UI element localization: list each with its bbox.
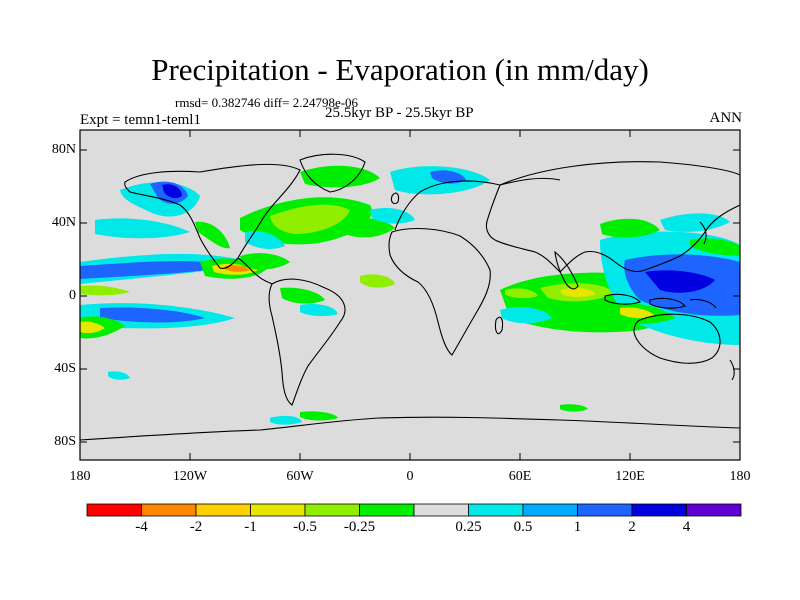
contour-darkblue-west-pacific [645,270,715,293]
lon-label-120w: 120W [172,469,208,484]
coast-new-zealand [729,359,735,381]
colorbar-label: -4 [135,519,148,535]
colorbar-box [686,503,742,517]
colorbar-box [522,503,578,517]
contour-cyan-southern-2 [270,415,302,425]
lon-label-60w: 60W [286,469,314,484]
contour-green-atlantic-east [340,218,395,238]
colorbar-box [304,503,360,517]
coast-africa [388,228,491,356]
contour-green-west-us [195,221,230,249]
contour-cyan-indian-south [500,307,552,324]
coast-antarctica [80,416,740,441]
colorbar-box [86,503,142,517]
contour-green-carib [240,253,290,270]
colorbar-box [413,503,469,517]
colorbar-box [468,503,524,517]
colorbar-label: -2 [189,519,203,535]
lat-label-80n: 80N [51,142,76,157]
coast-india [554,250,579,290]
contour-cyan-south-atlantic [300,304,338,317]
colorbar-label: 0.25 [455,519,482,535]
colorbar-box [577,503,633,517]
chart-title: Precipitation - Evaporation (in mm/day) [151,52,649,87]
contour-green-arctic [300,165,380,188]
contour-orange-east-pacific [225,265,250,272]
contour-yellow-indian [560,287,596,297]
colorbar-label: -1 [244,519,257,535]
contour-cyan-north-pacific [95,218,190,239]
contour-green-pacific-west [80,285,130,296]
lat-label-80s: 80S [54,434,76,449]
lon-label-120e: 120E [615,469,645,484]
coast-maritime-2 [649,297,686,309]
contour-green-amazon [280,287,325,304]
coast-maritime-3 [689,298,717,309]
experiment-label: Expt = temn1-teml1 [80,112,201,128]
coast-south-america [268,278,346,406]
lat-label-0: 0 [69,288,76,303]
contour-blue-pacific-north [80,261,235,279]
contour-green-southern-3 [300,411,338,421]
coast-north-america [124,163,301,269]
contour-green-africa-west [360,274,395,288]
lat-label-40n: 40N [51,215,76,230]
contour-cyan-japan [660,213,730,232]
contour-yellow-pacific-south [80,321,105,334]
coast-australia [633,313,721,364]
coastlines [80,153,740,441]
coast-greenland [299,153,366,193]
coast-europe [394,177,561,231]
coast-madagascar [494,316,504,335]
contour-darkblue-alaska [162,184,182,199]
colorbar-label: -0.5 [293,519,317,535]
colorbar [86,503,742,517]
contour-green-east-pacific-north [690,238,740,256]
contour-green-indian-nw [505,288,538,299]
period-subtitle: 25.5kyr BP - 25.5kyr BP [325,105,474,121]
season-label: ANN [709,110,743,126]
contour-yellowgreen-atlantic [270,204,350,234]
contour-cyan-southern-1 [108,371,130,380]
contour-yellow-maritime [620,307,655,319]
lon-label-180e: 180 [729,469,751,484]
coast-japan [699,221,707,245]
coast-uk [390,192,400,205]
colorbar-box [250,503,306,517]
coast-maritime-1 [604,293,641,305]
lon-label-180w: 180 [69,469,91,484]
colorbar-box [359,503,415,517]
colorbar-label: 0.5 [513,519,533,535]
lon-label-60e: 60E [508,469,532,484]
contour-blue-europe [430,170,466,184]
colorbar-label: 1 [573,519,582,535]
contour-yellowgreen-west-pacific [600,218,660,238]
lat-label-40s: 40S [54,361,76,376]
contour-green-southern-4 [560,404,588,412]
colorbar-label: 4 [682,519,691,535]
coast-central-america [237,257,273,285]
colorbar-label: 2 [628,519,636,535]
lon-label-0: 0 [406,469,414,484]
contour-fields [80,165,740,425]
colorbar-box [631,503,687,517]
colorbar-box [141,503,197,517]
contour-cyan-atlantic [245,230,285,249]
contour-blue-pacific-south [100,307,205,323]
stats-text: rmsd= 0.382746 diff= 2.24798e-06 [175,95,359,110]
colorbar-label: -0.25 [343,519,376,535]
axis-ticks [80,130,740,460]
colorbar-box [195,503,251,517]
coast-asia [485,161,740,273]
